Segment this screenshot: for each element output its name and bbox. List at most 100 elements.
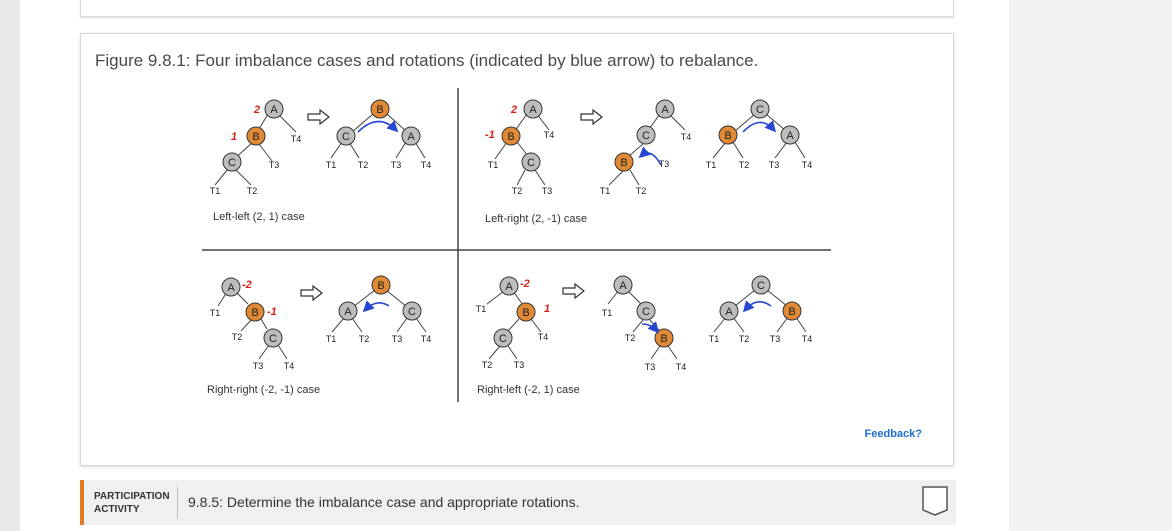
node-c xyxy=(750,99,770,119)
svg-text:A: A xyxy=(344,306,352,318)
svg-text:A: A xyxy=(725,306,733,318)
balance-factor: 1 xyxy=(544,303,550,315)
subtree-label: T1 xyxy=(210,308,221,318)
subtree-label: T4 xyxy=(291,134,302,144)
svg-text:C: C xyxy=(342,131,350,143)
balance-factor: -2 xyxy=(520,278,530,290)
subtree-label: T4 xyxy=(676,362,687,372)
node-a xyxy=(655,99,675,119)
subtree-label: T3 xyxy=(391,160,402,170)
svg-text:B: B xyxy=(724,130,731,142)
balance-factor: 1 xyxy=(231,131,237,143)
balance-factor: 2 xyxy=(253,104,260,116)
feedback-link[interactable]: Feedback? xyxy=(864,428,922,440)
svg-text:C: C xyxy=(756,104,764,116)
svg-text:C: C xyxy=(642,306,650,318)
node-a xyxy=(523,99,543,119)
subtree-label: T1 xyxy=(488,160,499,170)
svg-text:C: C xyxy=(499,333,507,345)
rotation-arrow-icon xyxy=(357,120,399,133)
subtree-label: T2 xyxy=(636,186,647,196)
hollow-right-arrow-icon xyxy=(300,284,323,302)
figure-caption: Figure 9.8.1: Four imbalance cases and r… xyxy=(95,51,759,70)
balance-factor: 2 xyxy=(510,104,517,116)
node-c xyxy=(263,328,283,348)
subtree-label: T1 xyxy=(600,186,611,196)
svg-text:C: C xyxy=(269,333,277,345)
balance-factor: -2 xyxy=(242,279,252,291)
subtree-label: T3 xyxy=(269,160,280,170)
node-a xyxy=(780,125,800,145)
subtree-label: T2 xyxy=(358,160,369,170)
svg-text:A: A xyxy=(407,131,415,143)
node-a xyxy=(338,301,358,321)
activity-title: 9.8.5: Determine the imbalance case and … xyxy=(188,494,580,510)
node-c xyxy=(402,301,422,321)
subtree-label: T1 xyxy=(326,160,337,170)
node-b xyxy=(246,126,266,146)
subtree-label: T2 xyxy=(739,334,750,344)
node-b xyxy=(782,301,802,321)
svg-text:A: A xyxy=(505,281,513,293)
node-a xyxy=(613,275,633,295)
subtree-label: T2 xyxy=(739,160,750,170)
right-right-case: A -2 T1 B -1 T2 C T3 T4 B xyxy=(207,275,431,396)
node-c xyxy=(751,275,771,295)
node-a xyxy=(264,99,284,119)
svg-text:A: A xyxy=(619,280,627,292)
subtree-label: T1 xyxy=(326,334,337,344)
subtree-label: T4 xyxy=(802,160,813,170)
left-left-case: A 2 B 1 T4 C T3 T1 T2 B xyxy=(210,99,432,223)
svg-text:B: B xyxy=(377,280,384,292)
case-label-right-left: Right-left (-2, 1) case xyxy=(477,384,580,396)
subtree-label: T4 xyxy=(538,332,549,342)
node-b xyxy=(245,302,265,322)
node-c xyxy=(493,328,513,348)
svg-text:B: B xyxy=(376,104,383,116)
node-c xyxy=(336,126,356,146)
hollow-right-arrow-icon xyxy=(580,108,603,126)
svg-text:C: C xyxy=(527,157,535,169)
subtree-label: T2 xyxy=(625,333,636,343)
svg-text:B: B xyxy=(251,307,258,319)
case-label-right-right: Right-right (-2, -1) case xyxy=(207,384,320,396)
svg-text:A: A xyxy=(786,130,794,142)
subtree-label: T4 xyxy=(421,160,432,170)
avl-rotation-diagram: A 2 B 1 T4 C T3 T1 T2 B xyxy=(202,88,831,402)
svg-text:B: B xyxy=(660,333,667,345)
subtree-label: T1 xyxy=(210,186,221,196)
node-b xyxy=(654,328,674,348)
rotation-arrow-icon xyxy=(362,300,390,313)
right-gutter xyxy=(1009,0,1172,531)
subtree-label: T4 xyxy=(284,361,295,371)
completion-checkbox-icon[interactable] xyxy=(922,486,948,516)
svg-text:A: A xyxy=(270,104,278,116)
svg-text:B: B xyxy=(507,131,514,143)
node-b xyxy=(614,152,634,172)
subtree-label: T3 xyxy=(514,360,525,370)
svg-text:B: B xyxy=(522,307,529,319)
node-b xyxy=(371,275,391,295)
previous-content-card xyxy=(80,0,954,17)
subtree-label: T1 xyxy=(706,160,717,170)
node-a xyxy=(499,276,519,296)
subtree-label: T3 xyxy=(770,334,781,344)
subtree-label: T1 xyxy=(476,304,487,314)
subtree-label: T3 xyxy=(392,334,403,344)
subtree-label: T2 xyxy=(232,332,243,342)
subtree-label: T3 xyxy=(769,160,780,170)
hollow-right-arrow-icon xyxy=(307,108,330,126)
participation-activity-bar[interactable]: PARTICIPATION ACTIVITY 9.8.5: Determine … xyxy=(80,480,956,525)
participation-activity-label: PARTICIPATION ACTIVITY xyxy=(94,491,170,515)
node-c xyxy=(636,301,656,321)
subtree-label: T2 xyxy=(359,334,370,344)
node-b xyxy=(370,99,390,119)
divider xyxy=(177,487,178,519)
svg-text:C: C xyxy=(757,280,765,292)
node-b xyxy=(501,126,521,146)
svg-text:C: C xyxy=(408,306,416,318)
svg-text:B: B xyxy=(788,306,795,318)
subtree-label: T2 xyxy=(482,360,493,370)
node-c xyxy=(222,152,242,172)
node-c xyxy=(521,152,541,172)
